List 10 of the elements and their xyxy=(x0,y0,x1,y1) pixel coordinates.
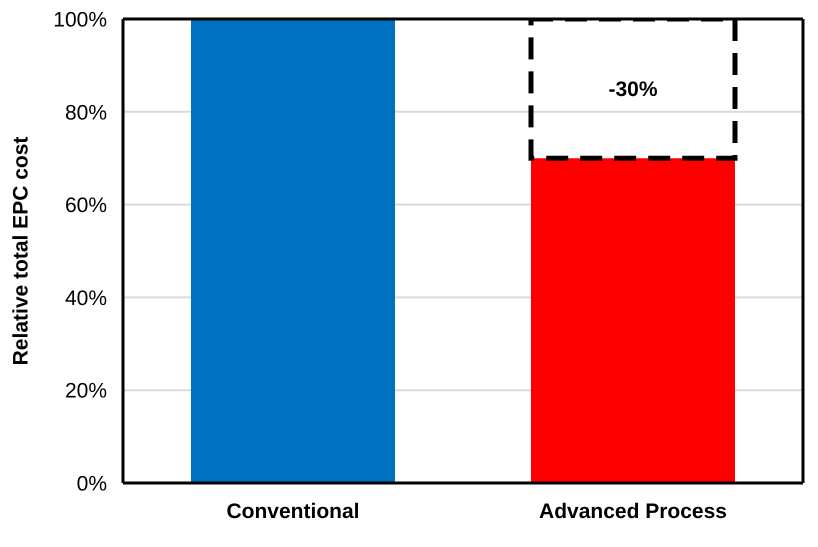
y-axis-title: Relative total EPC cost xyxy=(9,136,32,366)
annotation: -30% xyxy=(608,78,658,102)
y-tick-label: 100% xyxy=(53,8,107,32)
y-tick-label: 0% xyxy=(76,472,107,496)
x-tick-label: Advanced Process xyxy=(539,500,727,523)
y-tick-label: 20% xyxy=(64,380,107,403)
y-tick-label: 40% xyxy=(64,286,107,310)
y-tick-label: 60% xyxy=(64,194,107,218)
y-tick-label: 80% xyxy=(64,101,107,124)
x-tick-label: Conventional xyxy=(226,500,360,523)
